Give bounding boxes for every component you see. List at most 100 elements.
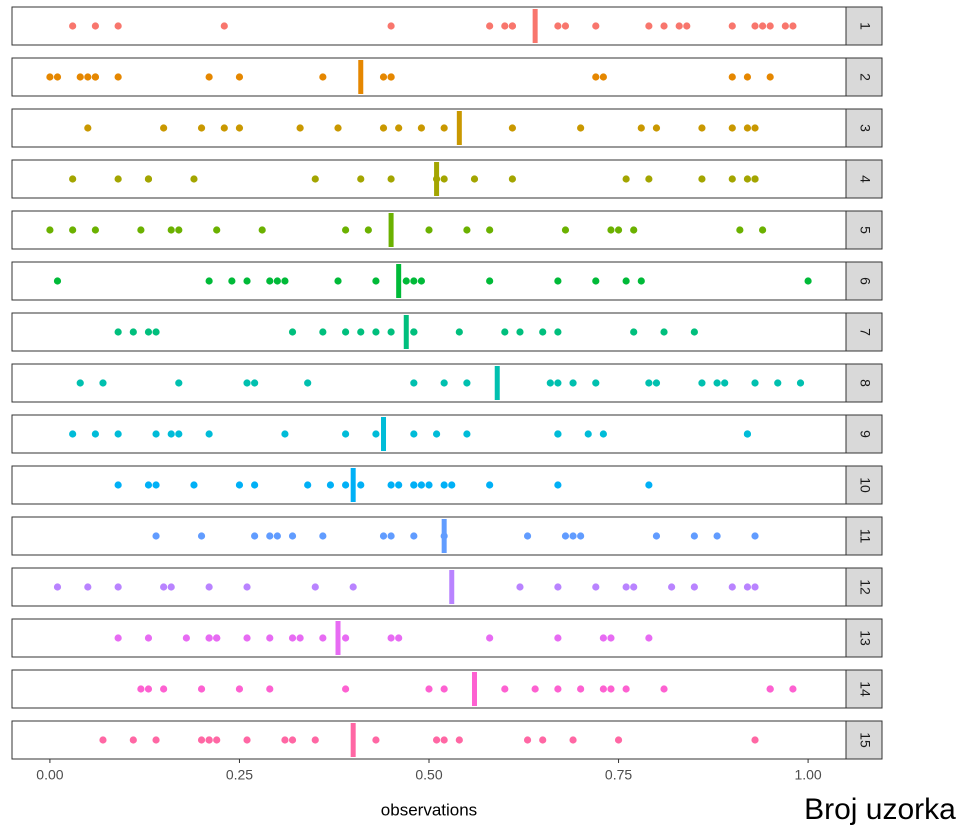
dot <box>190 175 198 183</box>
dot <box>486 277 494 285</box>
dot <box>357 175 365 183</box>
dot <box>554 328 562 336</box>
dot <box>523 532 532 540</box>
dot <box>213 736 221 744</box>
strip <box>845 618 883 658</box>
dot <box>46 73 54 81</box>
dot <box>781 22 789 30</box>
annotation: Broj uzorka <box>804 793 956 826</box>
dot <box>501 328 509 336</box>
x-tick-label: 0.25 <box>226 767 253 783</box>
dot <box>721 379 729 387</box>
strip <box>845 261 883 301</box>
dot <box>592 583 600 591</box>
dot <box>69 175 77 183</box>
dot <box>387 532 395 540</box>
dot <box>546 379 554 387</box>
dot <box>410 430 418 438</box>
dot <box>743 73 752 81</box>
dot <box>751 175 759 183</box>
dot <box>501 685 509 693</box>
dot <box>175 430 183 438</box>
dot <box>266 634 274 642</box>
strip <box>845 6 883 46</box>
dot <box>114 328 122 336</box>
dot <box>395 481 403 489</box>
dot <box>379 73 388 81</box>
dot <box>736 226 744 234</box>
dot <box>311 736 319 744</box>
dot <box>569 736 577 744</box>
dot <box>175 226 183 234</box>
dot <box>160 124 168 132</box>
x-tick-label: 0.50 <box>415 767 442 783</box>
dot <box>228 277 236 285</box>
dot <box>387 634 395 642</box>
dot <box>69 226 77 234</box>
dot <box>402 277 410 285</box>
dot <box>296 124 304 132</box>
dot <box>554 583 562 591</box>
dot <box>53 277 62 285</box>
dot <box>599 430 607 438</box>
dot <box>645 379 653 387</box>
dot <box>751 124 759 132</box>
mean-line <box>358 60 364 94</box>
dot <box>220 124 228 132</box>
dot <box>759 226 767 234</box>
dot <box>683 22 691 30</box>
strip-label: 10 <box>857 477 873 493</box>
dot <box>235 124 244 132</box>
dot <box>235 685 244 693</box>
dot <box>379 532 388 540</box>
dot <box>281 277 289 285</box>
dot <box>84 583 92 591</box>
dot <box>319 73 327 81</box>
dot <box>266 277 274 285</box>
dot <box>440 736 448 744</box>
dot <box>311 175 319 183</box>
dot <box>167 226 175 234</box>
dot <box>759 22 767 30</box>
dot <box>417 124 426 132</box>
dot <box>796 379 805 387</box>
mean-line <box>441 519 447 553</box>
strip <box>845 669 883 709</box>
dot <box>372 328 380 336</box>
dot <box>607 226 615 234</box>
panel <box>11 363 847 403</box>
dot <box>751 379 759 387</box>
dot <box>577 124 585 132</box>
dot <box>288 328 297 336</box>
dot <box>630 583 638 591</box>
dot <box>69 430 77 438</box>
mean-line <box>388 213 394 247</box>
strip <box>845 567 883 607</box>
dot <box>645 22 653 30</box>
dot <box>410 328 418 336</box>
strip-label: 4 <box>857 175 873 183</box>
dot <box>160 583 168 591</box>
dot <box>235 73 244 81</box>
strip <box>845 108 883 148</box>
dot <box>569 532 577 540</box>
dot <box>334 124 342 132</box>
dot <box>660 22 668 30</box>
dot <box>660 328 668 336</box>
mean-line <box>434 162 440 196</box>
dot <box>789 22 797 30</box>
dot <box>357 328 365 336</box>
dot <box>622 175 630 183</box>
dot <box>728 583 736 591</box>
dot <box>652 532 661 540</box>
dot <box>554 430 562 438</box>
dot <box>508 124 516 132</box>
dot <box>690 583 698 591</box>
dot <box>137 226 145 234</box>
dot <box>713 379 721 387</box>
dot <box>645 634 653 642</box>
mean-line <box>396 264 402 298</box>
mean-line <box>335 621 341 655</box>
